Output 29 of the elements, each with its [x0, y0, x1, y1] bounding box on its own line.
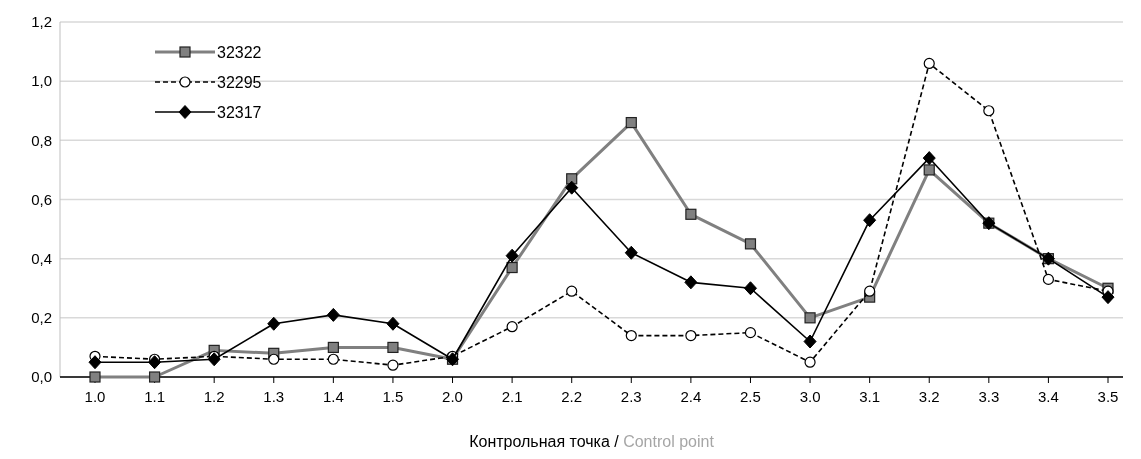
x-tick-label: 1.5 [382, 388, 404, 405]
legend-label: 32322 [217, 43, 262, 61]
y-tick-label: 0,6 [31, 190, 52, 208]
x-tick-label: 1.3 [263, 388, 285, 405]
x-tick-label: 1.2 [203, 388, 225, 405]
legend-label: 32295 [217, 73, 262, 91]
x-tick-label: 2.4 [680, 388, 702, 405]
y-tick-label: 0,0 [31, 368, 52, 386]
x-tick-label: 1.4 [322, 388, 344, 405]
x-tick-label: 2.1 [501, 388, 523, 405]
y-tick-label: 0,8 [31, 131, 52, 149]
y-tick-label: 1,2 [31, 13, 52, 31]
x-tick-label: 3.3 [978, 388, 1000, 405]
x-tick-label: 1.1 [144, 388, 166, 405]
legend-label: 32317 [217, 103, 262, 121]
x-tick-label: 3.0 [799, 388, 821, 405]
x-tick-label: 1.0 [84, 388, 106, 405]
y-tick-label: 0,2 [31, 309, 52, 327]
x-tick-label: 3.1 [859, 388, 881, 405]
y-tick-label: 1,0 [31, 72, 52, 90]
x-tick-label: 3.4 [1037, 388, 1059, 405]
x-tick-label: 2.5 [740, 388, 761, 405]
x-tick-label: 2.2 [561, 388, 583, 405]
y-tick-label: 0,4 [31, 249, 52, 267]
x-axis-title: Контрольная точка / Control point [469, 433, 715, 450]
x-tick-label: 3.5 [1097, 388, 1119, 405]
x-tick-label: 3.2 [918, 388, 940, 405]
x-tick-label: 2.0 [442, 388, 463, 405]
x-tick-label: 2.3 [620, 388, 642, 405]
